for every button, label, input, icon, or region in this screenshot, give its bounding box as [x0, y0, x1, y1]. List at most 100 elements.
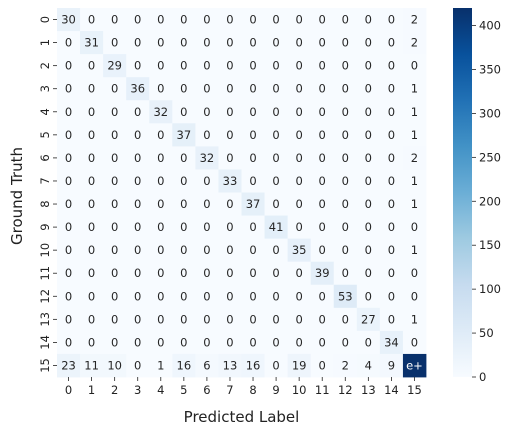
colorbar-tick-label: 50 — [479, 326, 494, 340]
cell-value-label: 0 — [88, 105, 95, 119]
cell-value-label: 0 — [157, 197, 164, 211]
cell-value-label: 0 — [295, 266, 302, 280]
x-tick-label: 10 — [292, 383, 307, 397]
cell-value-label: 0 — [88, 243, 95, 257]
heatmap-cell — [195, 330, 219, 355]
heatmap-cell — [172, 169, 196, 193]
cell-value-label: 0 — [319, 36, 326, 50]
heatmap-cell — [80, 307, 104, 332]
cell-value-label: 29 — [107, 59, 122, 73]
cell-value-label: 0 — [180, 335, 187, 349]
cell-value-label: 1 — [411, 312, 418, 326]
heatmap-cell — [80, 353, 104, 378]
x-tick-label: 2 — [111, 383, 118, 397]
heatmap-cell — [333, 284, 358, 309]
heatmap-cell — [310, 169, 335, 193]
cell-value-label: 0 — [157, 151, 164, 165]
x-tick-label: 12 — [338, 383, 353, 397]
heatmap-cell — [264, 146, 289, 170]
heatmap-cell — [241, 169, 265, 193]
heatmap-cell — [287, 238, 312, 263]
cell-value-label: 0 — [111, 312, 118, 326]
cell-value-label: 0 — [249, 59, 256, 73]
cell-value-label: 0 — [249, 220, 256, 234]
cell-value-label: 0 — [203, 59, 210, 73]
heatmap-cell — [103, 100, 127, 124]
cell-value-label: 0 — [272, 243, 279, 257]
heatmap-cell — [103, 77, 127, 101]
cell-value-label: 0 — [388, 243, 395, 257]
heatmap-cell — [287, 123, 312, 147]
x-tick-label: 0 — [65, 383, 72, 397]
heatmap-cell — [195, 261, 219, 286]
heatmap-cell — [333, 169, 358, 193]
heatmap-cell — [103, 123, 127, 147]
cell-value-label: 0 — [88, 266, 95, 280]
cell-value-label: 0 — [319, 151, 326, 165]
cell-value-label: 0 — [134, 128, 141, 142]
heatmap-cell — [80, 100, 104, 124]
heatmap-cell — [241, 100, 265, 124]
heatmap-cell — [310, 307, 335, 332]
heatmap-cell — [264, 353, 289, 378]
heatmap-cell — [80, 54, 104, 78]
heatmap-cell — [264, 123, 289, 147]
cell-value-label: 0 — [157, 174, 164, 188]
x-tick-label: 5 — [180, 383, 187, 397]
heatmap-cell — [103, 307, 127, 332]
cell-value-label: 0 — [295, 289, 302, 303]
cell-value-label: 0 — [111, 174, 118, 188]
cell-value-label: 0 — [272, 36, 279, 50]
cell-value-label: 10 — [107, 358, 122, 372]
cell-value-label: 0 — [319, 289, 326, 303]
heatmap-cell — [402, 330, 427, 355]
heatmap-cell — [333, 330, 358, 355]
cell-value-label: 0 — [319, 59, 326, 73]
heatmap-cell — [402, 31, 427, 55]
cell-value-label: 0 — [65, 335, 72, 349]
heatmap-cell — [126, 77, 150, 101]
cell-value-label: 0 — [388, 59, 395, 73]
cell-value-label: 0 — [295, 335, 302, 349]
cell-value-label: 0 — [157, 289, 164, 303]
cell-value-label: 37 — [177, 128, 192, 142]
y-axis-label: Ground Truth — [8, 147, 26, 245]
cell-value-label: 0 — [295, 36, 302, 50]
cell-value-label: 0 — [88, 312, 95, 326]
cell-value-label: 1 — [411, 82, 418, 96]
heatmap-cell — [172, 54, 196, 78]
heatmap-cell — [264, 284, 289, 309]
heatmap-cell — [264, 330, 289, 355]
heatmap-cell — [333, 77, 358, 101]
heatmap-cell — [402, 54, 427, 78]
heatmap-cell — [333, 192, 358, 216]
heatmap-cell — [195, 54, 219, 78]
cell-value-label: 0 — [111, 335, 118, 349]
cell-value-label: 0 — [203, 128, 210, 142]
cell-value-label: 0 — [180, 36, 187, 50]
colorbar-tick-label: 100 — [479, 282, 501, 296]
cell-value-label: 0 — [157, 243, 164, 257]
heatmap-cell — [218, 8, 242, 32]
heatmap-cell — [241, 31, 265, 55]
cell-value-label: 0 — [272, 59, 279, 73]
cell-value-label: 0 — [365, 59, 372, 73]
cell-value-label: 0 — [203, 174, 210, 188]
cell-value-label: 0 — [203, 312, 210, 326]
heatmap-cell — [356, 146, 381, 170]
heatmap-cell — [218, 169, 242, 193]
heatmap-cell — [126, 284, 150, 309]
cell-value-label: 0 — [203, 220, 210, 234]
cell-value-label: e+ — [406, 358, 423, 372]
cell-value-label: 0 — [111, 13, 118, 27]
heatmap-cell — [264, 215, 289, 240]
cell-value-label: 0 — [342, 82, 349, 96]
cell-value-label: 0 — [272, 197, 279, 211]
cell-value-label: 0 — [295, 82, 302, 96]
cell-value-label: 0 — [249, 82, 256, 96]
heatmap-cell — [172, 146, 196, 170]
cell-value-label: 6 — [203, 358, 210, 372]
cell-value-label: 0 — [65, 128, 72, 142]
colorbar-tick-label: 300 — [479, 106, 501, 120]
